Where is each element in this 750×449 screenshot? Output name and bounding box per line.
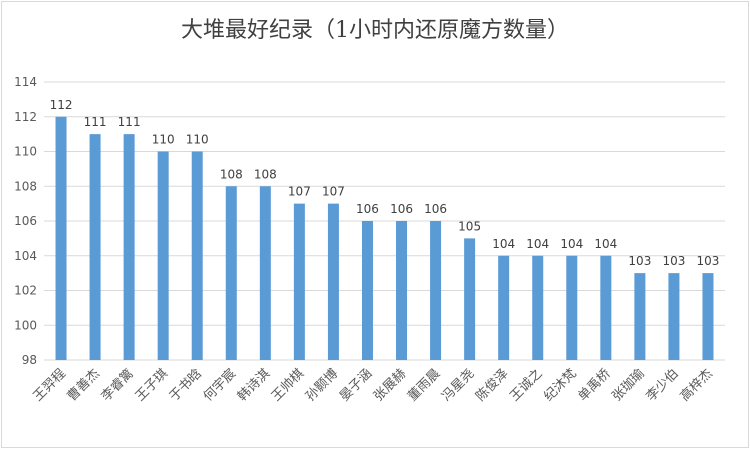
data-label: 112 [50,98,73,112]
x-tick-label: 张展赫 [371,366,409,404]
x-tick-label: 王羿程 [31,366,69,404]
bar [361,221,373,360]
x-tick-label: 晏子涵 [337,366,375,404]
data-label: 107 [322,185,345,199]
data-label: 104 [492,237,515,251]
bar [430,221,442,360]
x-tick-label: 高梓杰 [677,366,716,405]
x-tick-label: 王诚之 [507,366,545,404]
data-label: 103 [697,254,720,268]
bar [89,134,101,360]
x-tick-label: 何宇宸 [200,366,239,405]
data-label: 108 [254,167,277,181]
x-tick-label: 张珈瑜 [610,366,648,404]
y-tick-label: 108 [14,179,37,193]
data-label: 103 [662,254,685,268]
data-label: 111 [84,115,107,129]
bar [157,151,169,360]
x-tick-label: 陈俊泽 [473,366,512,405]
bar [566,255,578,360]
x-tick-label: 董雨晨 [405,366,443,404]
data-label: 106 [424,202,447,216]
data-label: 111 [118,115,141,129]
bar [634,273,646,360]
data-label: 103 [628,254,651,268]
data-label: 110 [186,133,209,147]
x-tick-label: 孙颢博 [303,366,341,404]
y-tick-label: 106 [14,214,37,228]
bar [259,186,271,360]
y-tick-label: 104 [14,249,37,263]
x-tick-label: 韩诗淇 [235,366,273,404]
bar [532,255,544,360]
bar [498,255,510,360]
bar [702,273,714,360]
chart-title: 大堆最好纪录（1小时内还原魔方数量） [181,18,569,43]
x-tick-label: 纪沐梵 [541,366,579,404]
data-label: 106 [356,202,379,216]
y-tick-label: 114 [14,75,37,89]
x-tick-label: 王子琪 [133,366,171,404]
data-label: 104 [560,237,583,251]
y-tick-label: 102 [14,284,37,298]
data-label: 104 [594,237,617,251]
y-tick-label: 112 [14,110,37,124]
data-label: 108 [220,167,243,181]
data-label: 105 [458,219,481,233]
x-tick-label: 曹善杰 [64,366,103,405]
x-tick-label: 于书晗 [166,366,205,405]
x-tick-label: 王帅棋 [269,366,307,404]
bar [327,203,339,360]
data-label: 104 [526,237,549,251]
x-tick-label: 冯星尧 [439,366,477,404]
data-label: 107 [288,185,311,199]
bar [55,116,67,360]
y-tick-label: 110 [14,145,37,159]
x-tick-label: 李少伯 [644,366,682,404]
bar [600,255,612,360]
bar [123,134,135,360]
data-label: 106 [390,202,413,216]
bar [225,186,237,360]
bar [668,273,680,360]
bar [191,151,203,360]
bar [396,221,408,360]
x-tick-label: 单禹桥 [575,366,613,404]
data-label: 110 [152,133,175,147]
bar [464,238,476,360]
x-tick-label: 李睿篱 [99,366,137,404]
bar [293,203,305,360]
y-tick-label: 100 [14,318,37,332]
y-tick-label: 98 [22,353,37,367]
